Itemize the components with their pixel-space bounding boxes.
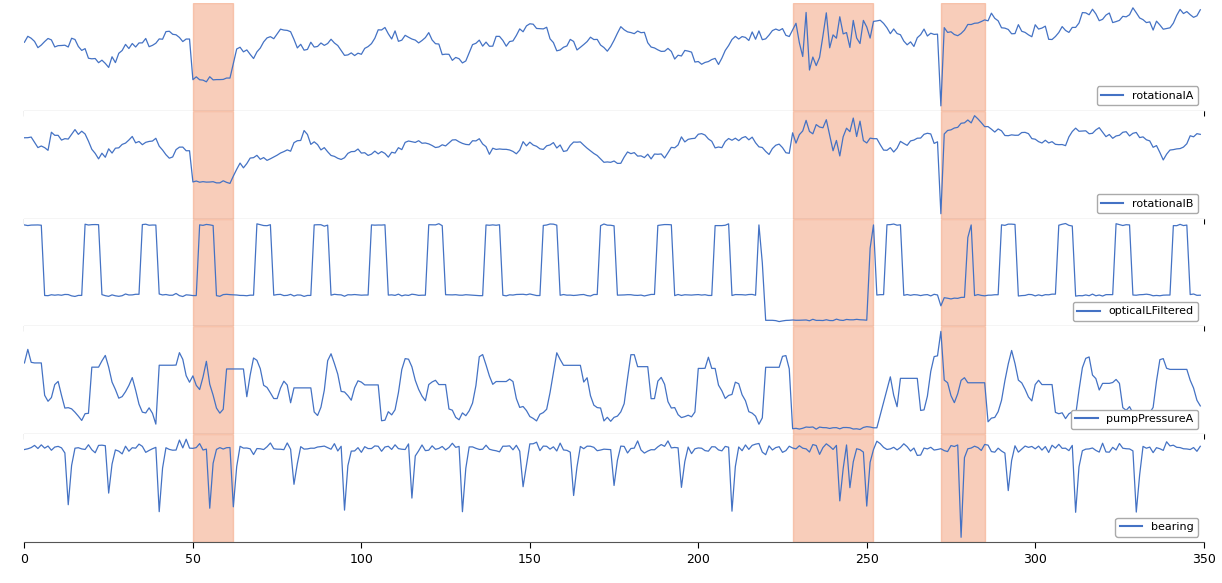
Bar bbox=[793, 111, 874, 219]
Legend: opticalLFiltered: opticalLFiltered bbox=[1073, 302, 1198, 321]
Bar bbox=[193, 111, 233, 219]
Bar bbox=[793, 3, 874, 111]
Bar bbox=[941, 434, 985, 542]
Bar bbox=[793, 326, 874, 434]
Legend: bearing: bearing bbox=[1116, 518, 1198, 536]
Bar bbox=[193, 219, 233, 326]
Bar bbox=[941, 3, 985, 111]
Bar bbox=[193, 434, 233, 542]
Bar bbox=[941, 326, 985, 434]
Bar bbox=[193, 326, 233, 434]
Bar bbox=[793, 219, 874, 326]
Bar bbox=[941, 219, 985, 326]
Legend: rotationalB: rotationalB bbox=[1096, 194, 1198, 213]
Bar bbox=[193, 3, 233, 111]
Bar bbox=[941, 111, 985, 219]
Bar bbox=[793, 434, 874, 542]
Legend: rotationalA: rotationalA bbox=[1096, 86, 1198, 105]
Legend: pumpPressureA: pumpPressureA bbox=[1070, 410, 1198, 429]
